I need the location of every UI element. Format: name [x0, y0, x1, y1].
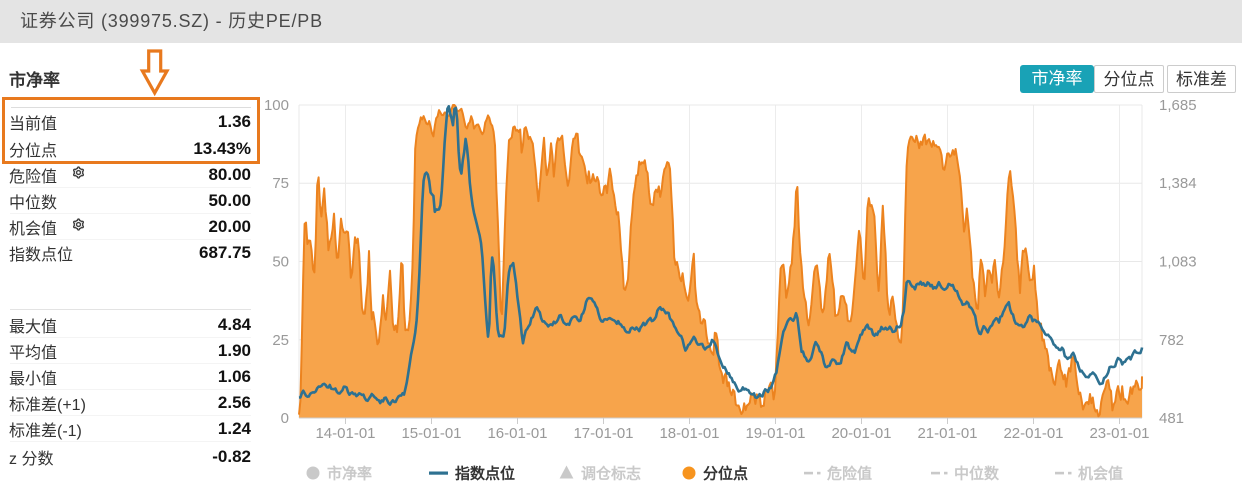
svg-text:100: 100 — [264, 97, 289, 114]
svg-text:75: 75 — [272, 175, 289, 192]
svg-text:0: 0 — [281, 410, 289, 427]
svg-text:19-01-01: 19-01-01 — [745, 425, 805, 442]
svg-text:20-01-01: 20-01-01 — [831, 425, 891, 442]
svg-text:17-01-01: 17-01-01 — [573, 425, 633, 442]
svg-text:1,685: 1,685 — [1159, 97, 1197, 114]
svg-text:18-01-01: 18-01-01 — [659, 425, 719, 442]
svg-text:782: 782 — [1159, 332, 1184, 349]
svg-text:22-01-01: 22-01-01 — [1003, 425, 1063, 442]
svg-text:25: 25 — [272, 332, 289, 349]
svg-text:50: 50 — [272, 254, 289, 271]
svg-text:1,384: 1,384 — [1159, 175, 1197, 192]
svg-text:14-01-01: 14-01-01 — [315, 425, 375, 442]
svg-text:481: 481 — [1159, 410, 1184, 427]
svg-text:15-01-01: 15-01-01 — [401, 425, 461, 442]
svg-text:21-01-01: 21-01-01 — [917, 425, 977, 442]
svg-text:16-01-01: 16-01-01 — [487, 425, 547, 442]
svg-text:1,083: 1,083 — [1159, 254, 1197, 271]
svg-text:23-01-01: 23-01-01 — [1089, 425, 1149, 442]
